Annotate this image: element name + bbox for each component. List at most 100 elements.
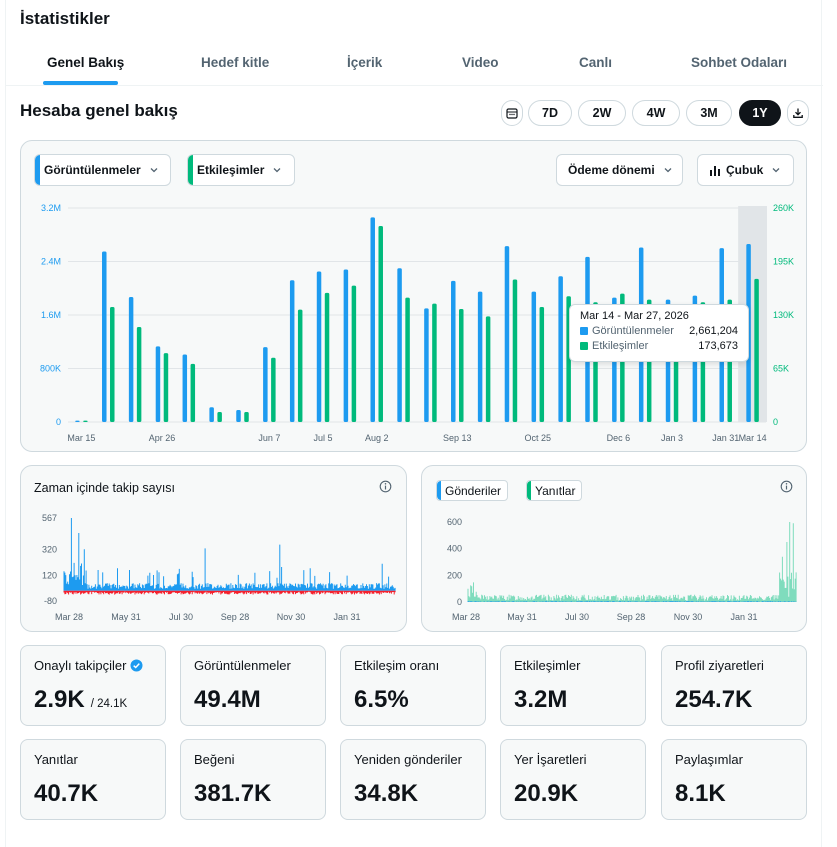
views-bar[interactable] — [370, 217, 375, 422]
views-bar[interactable] — [343, 269, 349, 422]
y-left-tick: 2.4M — [41, 257, 61, 267]
tab-audience[interactable]: Hedef kitle — [201, 55, 270, 70]
period-label: Ödeme dönemi — [568, 163, 655, 177]
range-3m-button[interactable]: 3M — [686, 100, 732, 126]
range-4w-button[interactable]: 4W — [632, 100, 680, 126]
stat-label-text: Onaylı takipçiler — [34, 658, 127, 673]
x-tick-label: Nov 30 — [277, 612, 306, 622]
tab-overview[interactable]: Genel Bakış — [47, 55, 125, 70]
views-bar[interactable] — [75, 420, 80, 422]
views-bar[interactable] — [477, 291, 483, 422]
views-bar[interactable] — [182, 354, 188, 422]
tab-content[interactable]: İçerik — [347, 55, 383, 70]
tooltip-date: Mar 14 - Mar 27, 2026 — [580, 310, 689, 322]
engagements-bar[interactable] — [83, 420, 88, 422]
section-title: Hesaba genel bakış — [20, 101, 178, 120]
range-2w-button[interactable]: 2W — [578, 100, 626, 126]
download-button[interactable] — [787, 100, 809, 126]
views-bar[interactable] — [128, 296, 134, 422]
engagements-bar[interactable] — [271, 357, 276, 422]
tab-chat-rooms[interactable]: Sohbet Odaları — [691, 55, 788, 70]
views-bar[interactable] — [504, 246, 510, 422]
stat-label: Profil ziyaretleri — [675, 658, 764, 673]
chevron-down-icon — [273, 168, 281, 173]
views-bar[interactable] — [558, 276, 563, 422]
range-1y-button[interactable]: 1Y — [739, 100, 781, 126]
engagements-bar[interactable] — [405, 297, 410, 422]
stat-bookmarks[interactable]: Yer İşaretleri 20.9K — [500, 739, 646, 820]
stat-shares[interactable]: Paylaşımlar 8.1K — [661, 739, 807, 820]
views-bar[interactable] — [236, 409, 241, 422]
y-tick-label: 567 — [42, 513, 57, 523]
views-bar[interactable] — [155, 346, 161, 422]
x-tick-label: Jul 30 — [565, 612, 589, 622]
metric1-dropdown[interactable]: Görüntülenmeler — [34, 154, 171, 186]
stat-views[interactable]: Görüntülenmeler 49.4M — [180, 645, 326, 726]
engagements-bar[interactable] — [754, 278, 759, 422]
engagements-bar[interactable] — [324, 292, 330, 422]
tab-video[interactable]: Video — [462, 55, 499, 70]
metric2-dropdown[interactable]: Etkileşimler — [187, 154, 295, 186]
chevron-down-icon — [664, 168, 672, 173]
stat-value: 49.4M — [194, 686, 261, 713]
chart-type-label: Çubuk — [726, 163, 764, 177]
engagements-bar[interactable] — [190, 363, 196, 422]
range-7d-button[interactable]: 7D — [528, 100, 572, 126]
stat-likes[interactable]: Beğeni 381.7K — [180, 739, 326, 820]
x-tick-label: Sep 13 — [443, 433, 472, 443]
stat-verified-followers[interactable]: Onaylı takipçiler 2.9K / 24.1K — [20, 645, 166, 726]
metric1-color-bar — [35, 155, 40, 185]
views-bar[interactable] — [424, 308, 429, 422]
stat-engagements[interactable]: Etkileşimler 3.2M — [500, 645, 646, 726]
engagements-bar[interactable] — [432, 303, 437, 422]
legend-replies[interactable]: Yanıtlar — [526, 480, 583, 501]
views-bar[interactable] — [397, 268, 402, 422]
calendar-button[interactable] — [501, 100, 523, 126]
x-tick-label: Jan 31 — [730, 612, 757, 622]
stat-engagement-rate[interactable]: Etkileşim oranı 6.5% — [340, 645, 486, 726]
engagements-bar[interactable] — [485, 316, 491, 422]
y-right-tick: 130K — [773, 310, 794, 320]
engagements-bar[interactable] — [136, 327, 142, 422]
views-bar[interactable] — [531, 291, 537, 422]
engagements-bar[interactable] — [217, 411, 222, 422]
period-dropdown[interactable]: Ödeme dönemi — [556, 154, 683, 186]
engagements-bar[interactable] — [539, 306, 545, 422]
views-bar[interactable] — [209, 407, 214, 422]
stat-profile-visits[interactable]: Profil ziyaretleri 254.7K — [661, 645, 807, 726]
views-bar[interactable] — [451, 280, 456, 422]
posts-series — [467, 601, 797, 602]
x-tick-label: May 31 — [111, 612, 141, 622]
overview-bar-chart: 0 800K 1.6M 2.4M 3.2M 0 65K 130K 195K 260K Mar 15 A… — [40, 203, 794, 443]
views-bar[interactable] — [289, 280, 295, 422]
engagements-bar[interactable] — [459, 308, 464, 422]
tooltip-views-label: Görüntülenmeler — [592, 325, 674, 337]
stat-label: Yeniden gönderiler — [354, 752, 462, 767]
tooltip-views-row: Görüntülenmeler 2,661,204 — [580, 325, 738, 337]
engagements-bar[interactable] — [378, 226, 383, 422]
stat-value: 381.7K — [194, 780, 272, 807]
x-tick-label: Mar 28 — [452, 612, 480, 622]
engagements-bar[interactable] — [163, 353, 169, 422]
y-tick-label: 120 — [42, 570, 57, 580]
engagements-bar[interactable] — [110, 306, 115, 422]
engagements-bar[interactable] — [297, 309, 303, 422]
stat-replies[interactable]: Yanıtlar 40.7K — [20, 739, 166, 820]
engagements-bar[interactable] — [351, 285, 357, 422]
info-icon[interactable] — [379, 480, 392, 493]
engagements-bar[interactable] — [512, 279, 518, 422]
views-bar[interactable] — [263, 347, 268, 422]
views-bar[interactable] — [102, 251, 107, 422]
overview-chart-card: Görüntülenmeler Etkileşimler Ödeme dönem… — [20, 140, 807, 452]
x-tick-label: May 31 — [507, 612, 537, 622]
chart-type-dropdown[interactable]: Çubuk — [697, 154, 794, 186]
x-tick-label: Jan 31 — [712, 433, 739, 443]
views-bar[interactable] — [316, 271, 322, 422]
stat-label: Görüntülenmeler — [194, 658, 291, 673]
tab-live[interactable]: Canlı — [579, 55, 613, 70]
info-icon[interactable] — [780, 480, 793, 493]
stat-reposts[interactable]: Yeniden gönderiler 34.8K — [340, 739, 486, 820]
engagements-bar[interactable] — [244, 411, 249, 422]
x-tick-label: Jan 3 — [661, 433, 683, 443]
legend-posts[interactable]: Gönderiler — [436, 480, 509, 501]
